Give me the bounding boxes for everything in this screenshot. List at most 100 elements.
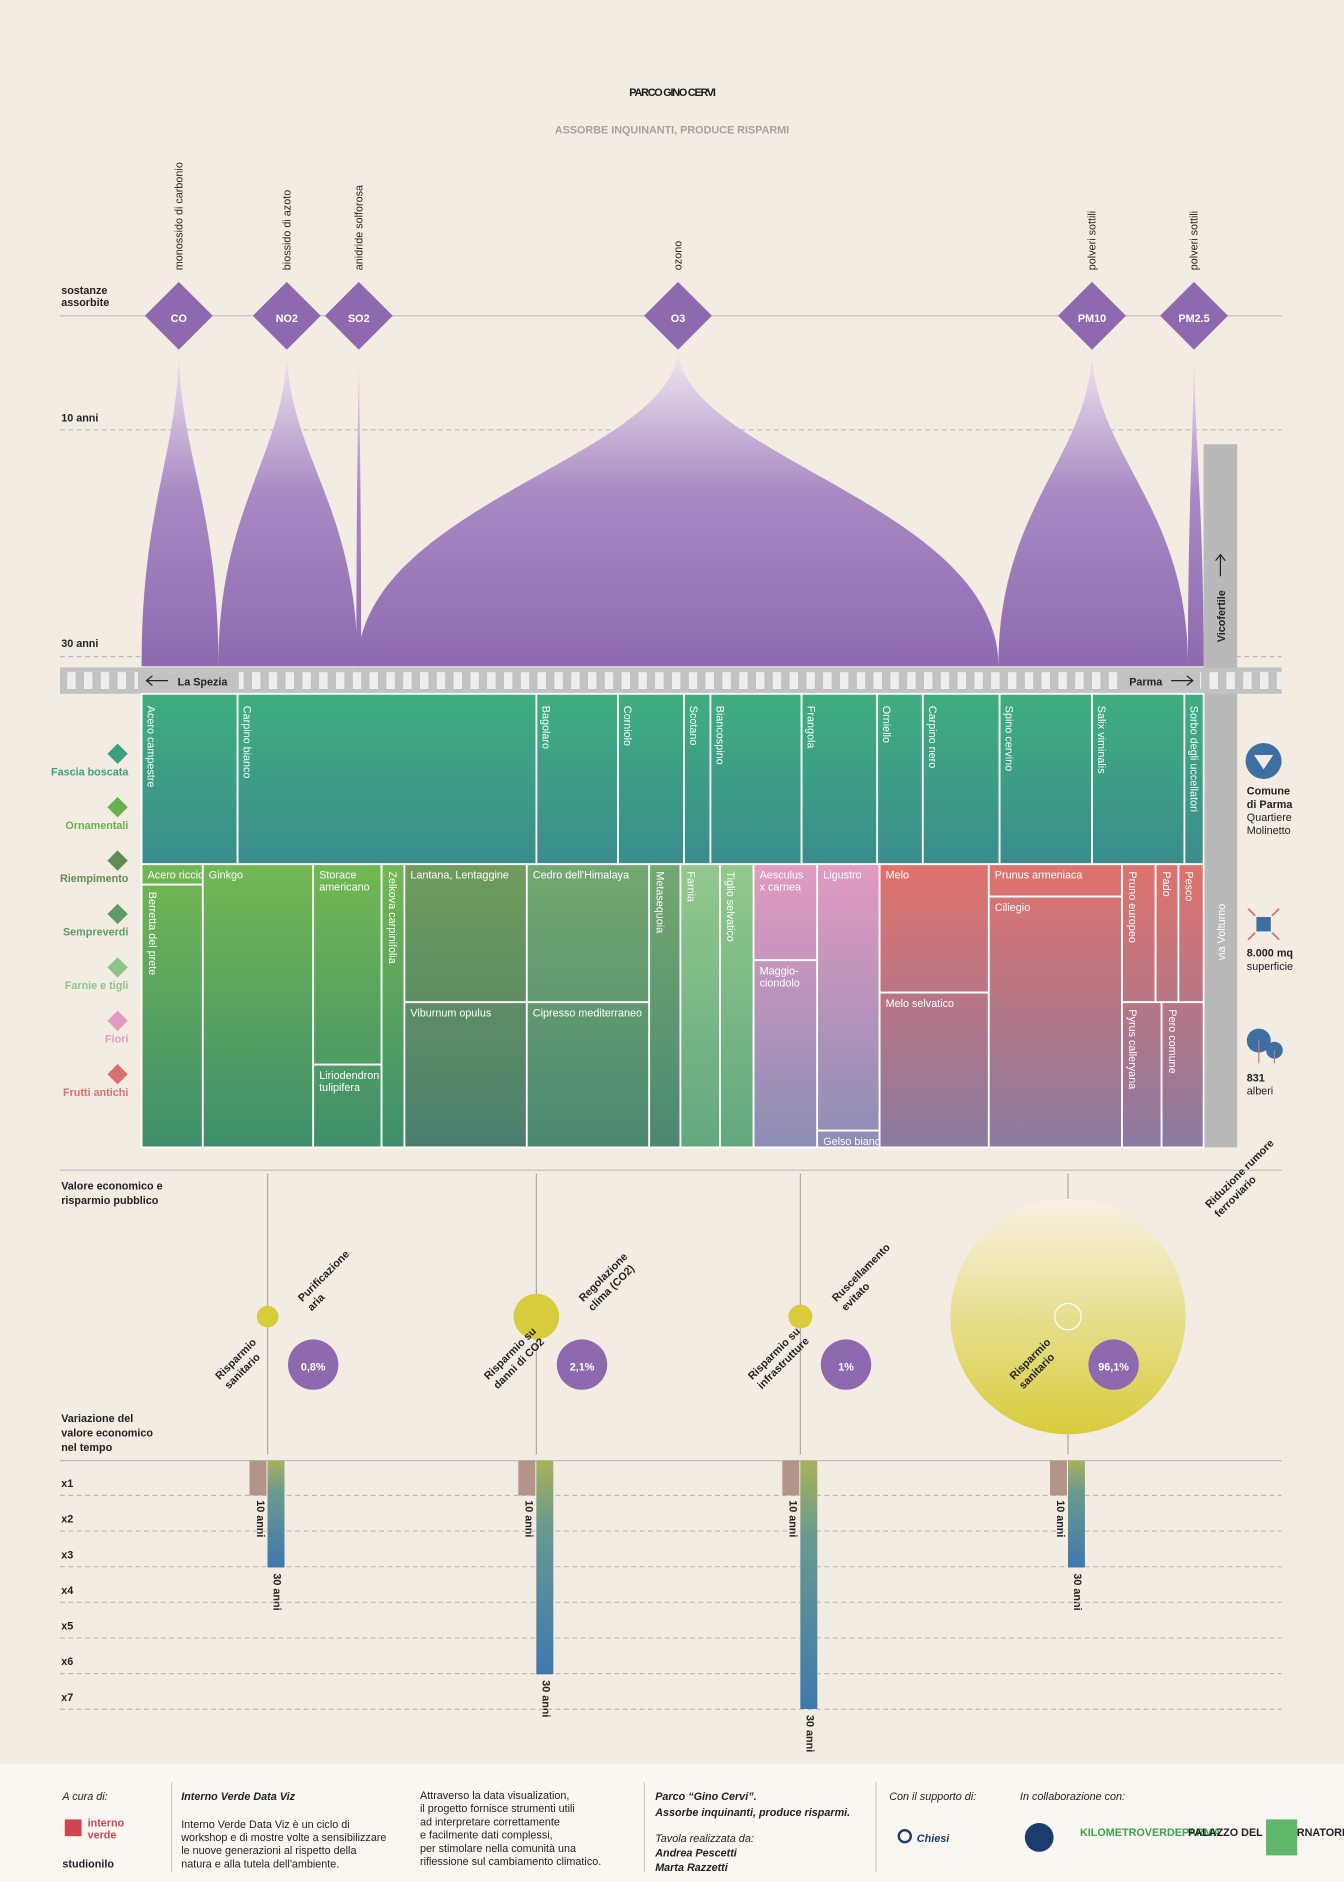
footer-author: Andrea Pescetti <box>654 1848 738 1860</box>
share-circle <box>556 1339 608 1390</box>
tree-name: Bagolaro <box>539 706 551 749</box>
rail-tie <box>588 672 597 689</box>
footer-text: workshop e di mostre volte a sensibilizz… <box>180 1832 386 1844</box>
icon-map-mark <box>1254 755 1274 770</box>
road <box>1203 444 1238 1148</box>
legend-diamond <box>107 850 128 871</box>
rail-tie <box>67 672 76 689</box>
tree-name: Aesculus <box>760 870 804 882</box>
tree-cell <box>1177 863 1205 1004</box>
tree-cell <box>752 959 819 1149</box>
logo: Chiesi <box>917 1833 950 1845</box>
pollutant-symbol: PM2.5 <box>1178 313 1209 325</box>
section-title: valore economico <box>61 1428 153 1440</box>
tree-cell <box>800 692 879 866</box>
rail-tie <box>1075 672 1084 689</box>
rail-tie <box>336 672 345 689</box>
rail-tie <box>453 672 462 689</box>
tree-cell <box>878 991 990 1149</box>
value-circle <box>788 1304 813 1329</box>
logo-mark <box>1266 1819 1298 1856</box>
section-title: nel tempo <box>61 1442 112 1454</box>
share: 96,1% <box>1098 1362 1129 1374</box>
pollutant-diamond <box>252 281 321 350</box>
tree-name: Pruno europeo <box>1126 871 1138 942</box>
rail-tie <box>537 672 546 689</box>
rail-tie <box>504 672 513 689</box>
legend-label: Ornamentali <box>65 820 128 832</box>
tree-cell <box>140 692 239 866</box>
tree-name: Maggio- <box>760 966 799 978</box>
rail-tie <box>856 672 866 689</box>
rail-tie <box>621 672 630 689</box>
tree-cell <box>1160 1001 1205 1149</box>
legend-label: Riempimento <box>60 873 129 885</box>
tree-name: Pado <box>1160 871 1172 896</box>
logo: interno <box>88 1818 125 1830</box>
arrow <box>145 675 168 686</box>
title: PARCO GINO CERVI <box>629 87 716 99</box>
time-label: 10 anni <box>61 412 98 424</box>
value-circle <box>513 1293 560 1340</box>
legend-diamond <box>107 1010 128 1031</box>
tree-name: Ligustro <box>823 870 861 882</box>
rail-label-bg <box>138 672 239 689</box>
rail-tie <box>1276 672 1286 689</box>
footer-text: ad interpretare correttamente <box>420 1816 560 1828</box>
legend-label: Sempreverdi <box>63 927 128 939</box>
rail-tie <box>1008 672 1017 689</box>
footer-text: le nuove generazioni al rispetto della <box>181 1845 356 1857</box>
rail-tie <box>84 672 93 689</box>
tree-cell <box>201 863 315 1149</box>
multiplier: x5 <box>61 1621 73 1633</box>
rail-tie <box>285 672 294 689</box>
legend-diamond <box>107 903 128 925</box>
rail-tie <box>268 672 278 689</box>
multiplier: x6 <box>61 1656 73 1668</box>
tree-cell <box>403 1001 528 1149</box>
period: 10 anni <box>523 1500 535 1537</box>
multiplier: x4 <box>61 1585 73 1597</box>
tree-name: ciondolo <box>760 978 800 990</box>
logo-mark <box>897 1829 912 1844</box>
pollutant-name: polveri sottili <box>1189 211 1201 270</box>
tree-name: Orniello <box>880 706 892 743</box>
time-label: 30 anni <box>61 638 98 650</box>
pollutant-label: assorbite <box>61 297 109 309</box>
icon-area <box>1256 917 1271 932</box>
tree-cell <box>679 863 721 1149</box>
rail-tie <box>974 672 983 689</box>
value-circle-inner <box>1054 1302 1082 1331</box>
footer-text: e facilmente dati complessi, <box>420 1830 553 1842</box>
footer-label: Con il supporto di: <box>889 1791 976 1803</box>
arrow <box>1215 553 1226 577</box>
rail-tie <box>420 672 429 689</box>
absorption-shape <box>1188 348 1204 667</box>
tree-name: Metasequoia <box>653 871 665 933</box>
pollutant-symbol: SO2 <box>348 313 370 325</box>
rail-tie <box>319 672 328 689</box>
tree-name: Melo <box>886 870 909 882</box>
footer-text: per stimolare nella comunità una <box>420 1843 576 1855</box>
rail-tie <box>302 672 311 689</box>
info-text: superficie <box>1247 961 1293 973</box>
rail-tie <box>369 672 378 689</box>
tree-name: Ciliegio <box>995 902 1030 914</box>
share-circle <box>288 1339 339 1390</box>
share-circle <box>820 1339 872 1390</box>
street-label: Vicofertile <box>1216 590 1228 642</box>
info-text: alberi <box>1247 1086 1273 1098</box>
rail-tie <box>806 672 815 689</box>
street-label: via Volturno <box>1216 904 1228 960</box>
logo-mark <box>1024 1823 1054 1852</box>
tree-name: Storace <box>319 870 356 882</box>
absorption-shape <box>218 348 358 667</box>
tree-cell <box>1091 692 1186 866</box>
tree-cell <box>525 863 651 1004</box>
footer-label: Tavola realizzata da: <box>655 1833 754 1845</box>
rail-tie <box>487 672 496 689</box>
footer-bg <box>0 1764 1344 1882</box>
tree-name: Cipresso mediterraneo <box>533 1008 642 1020</box>
value-circle <box>256 1305 279 1328</box>
